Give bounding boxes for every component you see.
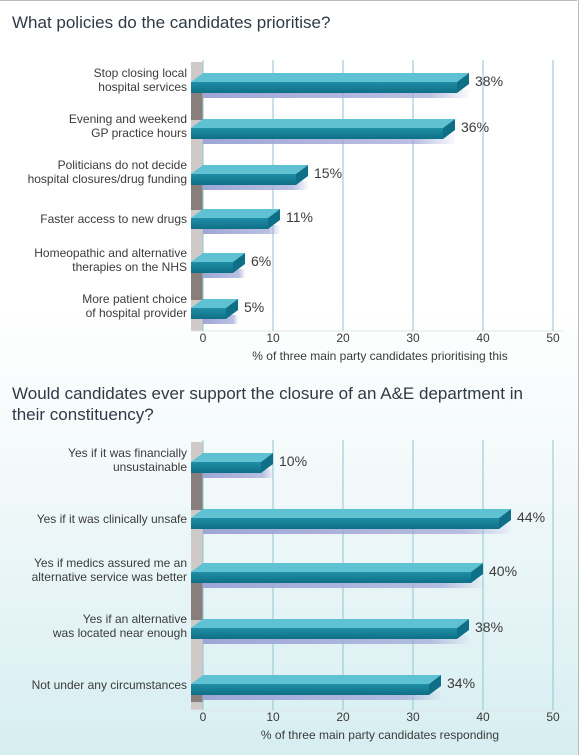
- bar-front: [191, 82, 457, 93]
- bar-top: [191, 509, 511, 518]
- bar-4: [191, 253, 245, 278]
- bar-1: [191, 509, 511, 534]
- bar-shadow: [203, 225, 280, 234]
- bar-front: [191, 262, 233, 273]
- tick-label-50: 50: [546, 710, 560, 724]
- bar-shadow: [203, 315, 238, 324]
- category-label-3: Yes if an alternative was located near en…: [52, 612, 187, 640]
- bar-3: [191, 209, 280, 234]
- bar-end: [429, 675, 441, 695]
- value-label-5: 5%: [244, 299, 264, 315]
- bar-end: [233, 253, 245, 273]
- tick-label-0: 0: [200, 331, 207, 345]
- category-label-0: Stop closing local hospital services: [94, 66, 187, 94]
- bar-top: [191, 73, 469, 82]
- chart2-title: Would candidates ever support the closur…: [12, 384, 523, 424]
- bar-end: [457, 619, 469, 639]
- tick-label-10: 10: [266, 331, 280, 345]
- bar-top: [191, 165, 308, 174]
- bar-shadow: [203, 89, 469, 98]
- bar-shadow: [203, 635, 469, 644]
- bar-front: [191, 518, 499, 529]
- bar-shadow: [203, 525, 511, 534]
- bar-front: [191, 684, 429, 695]
- bar-shadow: [203, 181, 308, 190]
- frame-top-border: [0, 0, 577, 1]
- bar-top: [191, 453, 273, 462]
- tick-label-10: 10: [266, 710, 280, 724]
- bar-front: [191, 462, 261, 473]
- value-label-4: 34%: [447, 675, 475, 691]
- bar-top: [191, 619, 469, 628]
- tick-label-20: 20: [336, 331, 350, 345]
- bar-end: [457, 73, 469, 93]
- bar-top: [191, 119, 455, 128]
- bar-top: [191, 675, 441, 684]
- category-label-2: Politicians do not decide hospital closur…: [28, 158, 188, 186]
- bar-shadow: [203, 135, 455, 144]
- value-label-2: 40%: [489, 563, 517, 579]
- category-label-2: Yes if medics assured me an alternative s…: [32, 556, 187, 584]
- bar-front: [191, 174, 296, 185]
- bar-top: [191, 253, 245, 262]
- bar-top: [191, 209, 280, 218]
- bar-2: [191, 563, 483, 588]
- tick-label-40: 40: [476, 710, 490, 724]
- bar-shadow: [203, 691, 441, 700]
- category-label-3: Faster access to new drugs: [40, 212, 187, 226]
- bar-front: [191, 128, 443, 139]
- x-axis-title-1: % of three main party candidates priorit…: [252, 349, 507, 363]
- category-label-4: Not under any circumstances: [32, 678, 187, 692]
- bar-front: [191, 572, 471, 583]
- bar-end: [261, 453, 273, 473]
- category-label-0: Yes if it was financially unsustainable: [68, 446, 187, 474]
- value-label-0: 10%: [279, 453, 307, 469]
- category-label-5: More patient choice of hospital provider: [82, 292, 187, 320]
- value-label-3: 38%: [475, 619, 503, 635]
- tick-label-0: 0: [200, 710, 207, 724]
- bar-end: [471, 563, 483, 583]
- tick-label-30: 30: [406, 331, 420, 345]
- bar-5: [191, 299, 238, 324]
- value-label-2: 15%: [314, 165, 342, 181]
- bar-end: [443, 119, 455, 139]
- bar-end: [226, 299, 238, 319]
- bar-4: [191, 675, 441, 700]
- bar-shadow: [203, 579, 483, 588]
- chart-wall-1: [191, 62, 203, 331]
- category-label-1: Yes if it was clinically unsafe: [37, 512, 188, 526]
- category-label-1: Evening and weekend GP practice hours: [69, 112, 187, 140]
- value-label-0: 38%: [475, 73, 503, 89]
- chart1-title: What policies do the candidates prioriti…: [12, 13, 331, 32]
- bar-1: [191, 119, 455, 144]
- bar-shadow: [203, 469, 273, 478]
- tick-label-50: 50: [546, 331, 560, 345]
- bar-front: [191, 218, 268, 229]
- policy-priorities-chart: 38% Stop closing local hospital services 36…: [28, 60, 563, 363]
- value-label-1: 36%: [461, 119, 489, 135]
- x-axis-title-2: % of three main party candidates respond…: [261, 728, 499, 742]
- tick-label-20: 20: [336, 710, 350, 724]
- value-label-1: 44%: [517, 509, 545, 525]
- bar-0: [191, 73, 469, 98]
- ae-closure-support-chart: 10% Yes if it was financially unsustainabl…: [32, 440, 563, 742]
- tick-label-40: 40: [476, 331, 490, 345]
- bar-top: [191, 299, 238, 308]
- bar-shadow: [203, 269, 245, 278]
- bar-end: [268, 209, 280, 229]
- bar-front: [191, 628, 457, 639]
- bar-end: [499, 509, 511, 529]
- bar-top: [191, 563, 483, 572]
- bar-3: [191, 619, 469, 644]
- tick-label-30: 30: [406, 710, 420, 724]
- value-label-3: 11%: [286, 209, 313, 225]
- bar-front: [191, 308, 226, 319]
- value-label-4: 6%: [251, 253, 271, 269]
- bar-0: [191, 453, 273, 478]
- bar-2: [191, 165, 308, 190]
- bar-end: [296, 165, 308, 185]
- category-label-4: Homeopathic and alternative therapies on …: [34, 246, 187, 274]
